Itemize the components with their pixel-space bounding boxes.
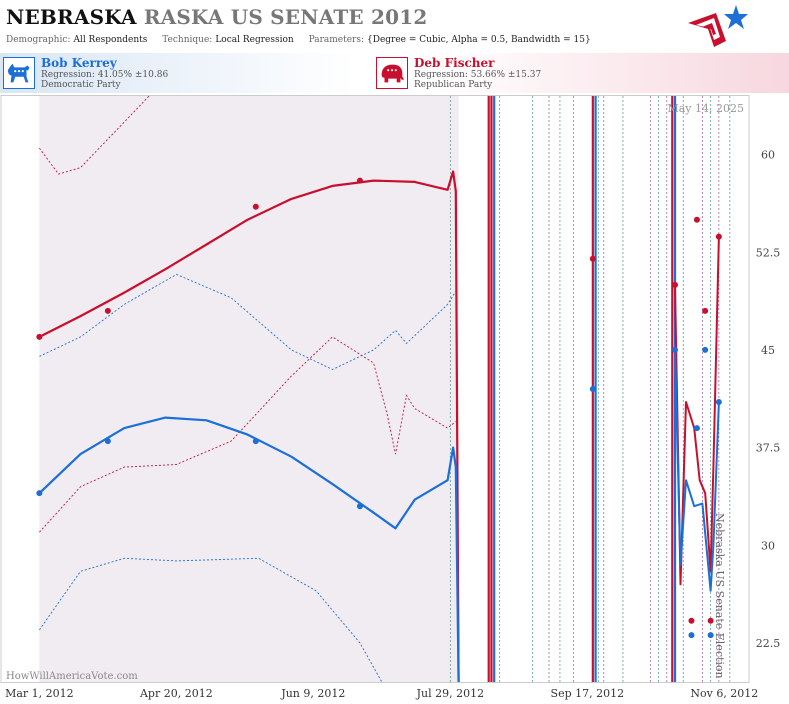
rep-trend-line [38, 170, 460, 683]
dem-poll-point [36, 490, 43, 497]
dem-poll-point [702, 346, 709, 353]
side-label: Nebraska US Senate Election [713, 513, 726, 679]
rep-upper-bound [39, 95, 150, 175]
x-tick-label: Jun 9, 2012 [280, 687, 345, 700]
y-tick-label: 60 [761, 149, 775, 162]
dem-poll-point [693, 425, 700, 432]
x-tick-label: Apr 20, 2012 [139, 687, 213, 700]
dem-poll-point [707, 632, 714, 639]
rep-poll-point [104, 307, 111, 314]
dem-late-trend [674, 349, 720, 592]
x-tick-label: Nov 6, 2012 [690, 687, 758, 700]
rep-candidate-name: Deb Fischer [414, 56, 495, 70]
rep-party: Republican Party [414, 80, 493, 90]
dem-poll-point [672, 346, 679, 353]
elephant-icon [376, 57, 408, 89]
header: NEBRASKA RASKA US SENATE 2012 Demographi… [0, 0, 789, 52]
x-tick-label: Jul 29, 2012 [416, 687, 485, 700]
plot-frame [0, 95, 750, 683]
site-logo-icon [688, 5, 748, 47]
dem-poll-point [104, 438, 111, 445]
rep-poll-point [715, 233, 722, 240]
rep-poll-point [707, 617, 714, 624]
rep-poll-point [702, 307, 709, 314]
y-tick-label: 22.5 [756, 637, 781, 650]
dem-poll-point [688, 632, 695, 639]
dem-poll-point [589, 386, 596, 392]
dem-party: Democratic Party [41, 80, 121, 90]
technique: Technique: Local Regression [162, 35, 294, 45]
poll-chart: 22.5 30 37.5 45 52.5 60 Mar 1, 2012 Apr 20, 20… [0, 95, 781, 700]
poll-date-lines [449, 96, 731, 682]
rep-late-trend [674, 236, 720, 586]
donkey-icon [3, 57, 35, 89]
y-tick-label: 30 [761, 539, 775, 552]
rep-poll-point [589, 255, 596, 262]
chart-date-label: May 14, 2025 [667, 102, 744, 115]
demographic: Demographic: All Respondents [6, 35, 148, 45]
dem-regression: Regression: 41.05% ±10.86 [41, 70, 169, 80]
y-tick-label: 45 [761, 344, 775, 357]
y-axis-ticks: 22.5 30 37.5 45 52.5 60 [756, 149, 781, 650]
rep-poll-point [672, 281, 679, 288]
rep-lower-bound [39, 336, 457, 533]
rep-band [39, 96, 459, 682]
x-axis-ticks: Mar 1, 2012 Apr 20, 2012 Jun 9, 2012 Jul 29… [5, 687, 758, 700]
rep-poll-point [693, 216, 700, 223]
rep-regression: Regression: 53.66% ±15.37 [414, 70, 542, 80]
rep-poll-point [356, 177, 363, 184]
y-tick-label: 37.5 [756, 442, 781, 455]
confidence-bands [39, 95, 459, 683]
rep-poll-point [688, 617, 695, 624]
title-state: NEBRASKA [6, 5, 137, 29]
x-tick-label: Mar 1, 2012 [5, 687, 74, 700]
title-race: RASKA US SENATE 2012 [143, 5, 428, 29]
subtitle: Demographic: All Respondents Technique: Lo… [6, 35, 603, 45]
page-title: NEBRASKA RASKA US SENATE 2012 [6, 5, 428, 29]
candidate-dem: Bob Kerrey Regression: 41.05% ±10.86 Dem… [3, 55, 303, 91]
candidate-bar: Bob Kerrey Regression: 41.05% ±10.86 Dem… [0, 53, 789, 93]
dem-candidate-name: Bob Kerrey [41, 56, 117, 70]
dem-trend-line [38, 416, 460, 683]
poll-points [36, 177, 722, 639]
rep-poll-point [252, 203, 259, 210]
candidate-rep: Deb Fischer Regression: 53.66% ±15.37 Re… [376, 55, 676, 91]
x-tick-label: Sep 17, 2012 [551, 687, 625, 700]
parameters: Parameters: {Degree = Cubic, Alpha = 0.5,… [308, 35, 591, 45]
dem-band [39, 96, 459, 682]
y-tick-label: 52.5 [756, 246, 781, 259]
dem-poll-point [715, 399, 722, 406]
watermark: HowWillAmericaVote.com [6, 671, 138, 682]
dem-poll-point [356, 503, 363, 510]
dem-poll-point [252, 438, 259, 445]
rep-poll-point [36, 333, 43, 340]
